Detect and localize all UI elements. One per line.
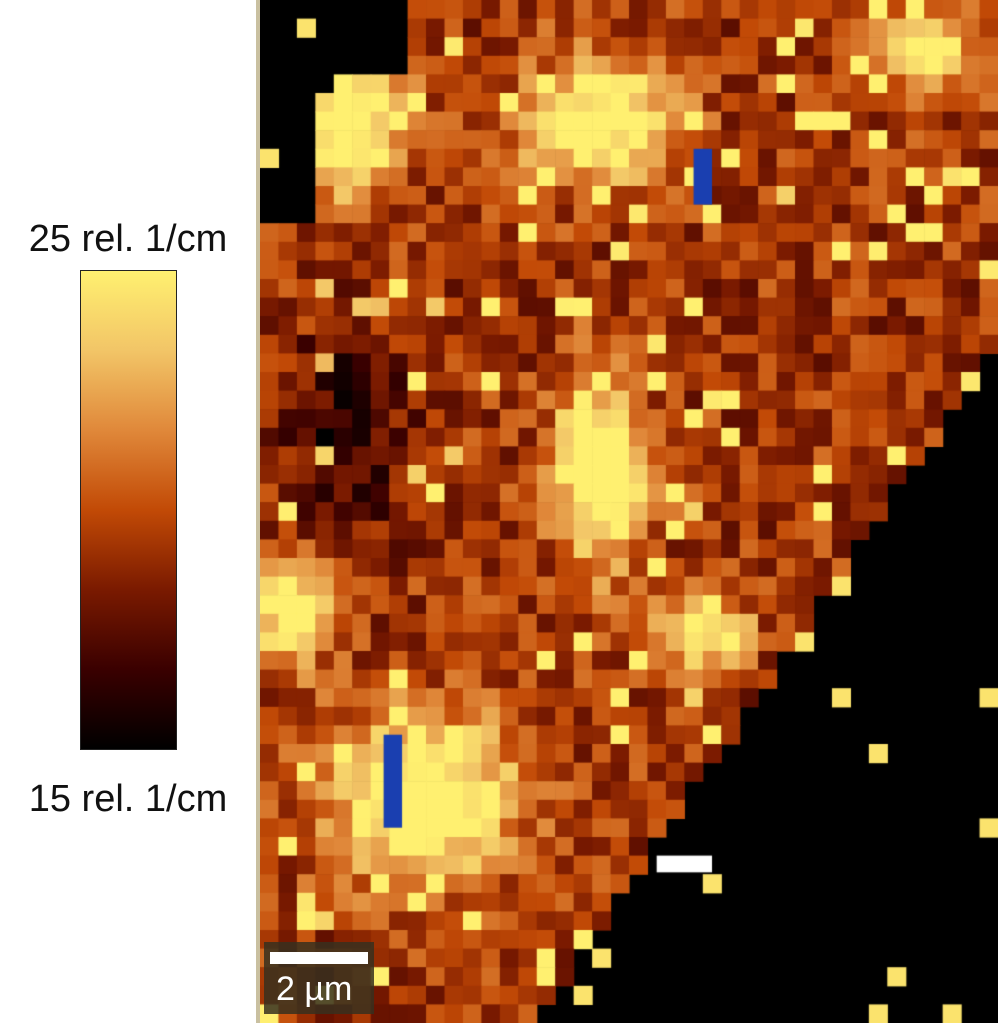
image-edge [256,0,260,1023]
colorbar [80,270,177,750]
colorbar-min-label: 15 rel. 1/cm [28,778,228,820]
colorbar-max-label: 25 rel. 1/cm [28,218,228,260]
heatmap-image [256,0,998,1023]
scale-bar: 2 µm [264,942,374,1014]
scale-bar-line [270,952,368,964]
scale-bar-label: 2 µm [276,970,353,1008]
heatmap-canvas [260,0,998,1023]
